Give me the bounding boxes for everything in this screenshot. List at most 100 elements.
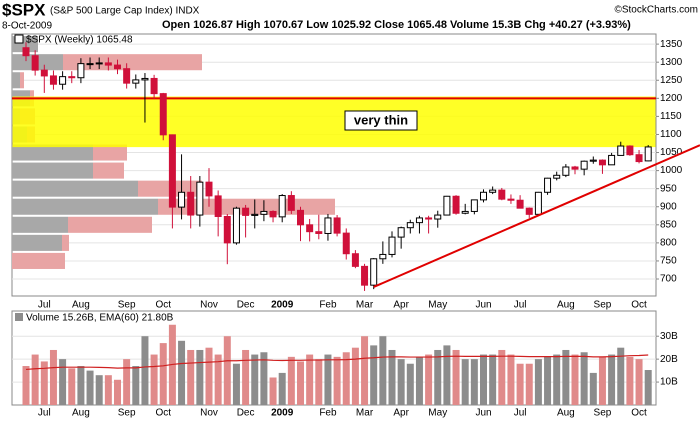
- x-tick-label: Jun: [475, 300, 491, 311]
- volume-bar: [86, 370, 94, 405]
- volume-bar: [525, 363, 533, 405]
- candle-body: [196, 181, 204, 216]
- y-tick-label: 700: [660, 274, 677, 285]
- trendline: [373, 144, 700, 288]
- candle-body: [150, 77, 158, 95]
- x-tick-label: May: [428, 408, 447, 419]
- candle-body: [232, 207, 240, 244]
- x-tick-label: Mar: [356, 300, 374, 311]
- candle-body: [626, 145, 634, 156]
- y-tick-label: 950: [660, 183, 677, 194]
- volume-by-price-down: [93, 144, 127, 161]
- candle-body: [141, 77, 149, 81]
- volume-bar: [553, 354, 561, 405]
- volume-bar: [77, 366, 85, 405]
- volume-by-price-down: [63, 54, 202, 71]
- y-tick-label: 1200: [660, 93, 683, 104]
- volume-bar: [297, 361, 304, 405]
- x-tick-label: 2009: [271, 408, 294, 419]
- candle-body: [480, 191, 487, 201]
- volume-bar: [223, 336, 231, 405]
- volume-bar: [150, 354, 158, 405]
- y-tick-label: 800: [660, 238, 677, 249]
- volume-bar: [59, 359, 67, 405]
- candle-body: [562, 166, 570, 176]
- candle-body: [507, 198, 515, 201]
- volume-bar: [397, 359, 405, 405]
- x-tick-label: Jun: [475, 408, 491, 419]
- x-tick-label: Apr: [393, 408, 409, 419]
- candle-body: [397, 227, 405, 238]
- volume-by-price-down: [20, 72, 24, 89]
- volume-bar: [580, 352, 588, 405]
- volume-bar: [434, 349, 442, 405]
- candle-body: [361, 265, 369, 286]
- candle-body: [214, 195, 222, 217]
- volume-bar: [159, 343, 167, 405]
- candle-body: [544, 177, 552, 193]
- volume-bar: [415, 356, 423, 405]
- candle-body: [516, 199, 524, 209]
- y-tick-label: 20B: [660, 354, 678, 365]
- candle-body: [608, 154, 616, 166]
- candle-body: [59, 76, 67, 85]
- volume-bar: [644, 370, 652, 405]
- volume-bar: [260, 352, 268, 405]
- volume-by-price-up: [12, 144, 93, 161]
- y-tick-label: 1250: [660, 75, 683, 86]
- candle-body: [297, 209, 304, 226]
- volume-bar: [507, 354, 515, 405]
- y-tick-label: 30B: [660, 331, 678, 342]
- volume-bar: [452, 349, 460, 405]
- volume-by-price-down: [93, 162, 124, 179]
- candle-body: [324, 217, 332, 234]
- candle-body: [461, 210, 469, 214]
- x-tick-label: Feb: [319, 408, 337, 419]
- candle-body: [635, 154, 643, 163]
- y-tick-label: 900: [660, 201, 677, 212]
- candle-body: [498, 189, 506, 200]
- x-tick-label: Aug: [557, 300, 575, 311]
- x-tick-label: Sep: [594, 300, 612, 311]
- volume-bar: [480, 354, 487, 405]
- x-tick-label: Dec: [237, 408, 255, 419]
- volume-bar: [617, 347, 625, 405]
- candle-body: [315, 231, 323, 234]
- x-tick-label: Aug: [72, 300, 90, 311]
- y-tick-label: 1350: [660, 39, 683, 50]
- candle-body: [31, 55, 39, 71]
- volume-bar: [626, 356, 634, 405]
- volume-bar: [205, 347, 213, 405]
- volume-bar: [351, 347, 359, 405]
- candle-body: [425, 217, 433, 220]
- candle-body: [269, 210, 277, 218]
- volume-by-price-up: [12, 72, 20, 89]
- volume-bar: [361, 336, 369, 405]
- candle-body: [223, 215, 231, 244]
- volume-bar: [370, 345, 378, 405]
- candle-body: [534, 191, 542, 215]
- volume-bar: [379, 336, 387, 405]
- volume-bar: [534, 359, 542, 405]
- candle-body: [406, 222, 414, 229]
- candle-body: [159, 93, 167, 136]
- y-tick-label: 1150: [660, 111, 682, 122]
- y-tick-label: 10B: [660, 377, 678, 388]
- volume-bar: [544, 356, 552, 405]
- x-tick-label: 2009: [271, 300, 294, 311]
- copyright: ©StockCharts.com: [614, 5, 698, 16]
- volume-bar: [406, 363, 414, 405]
- candle-body: [470, 199, 478, 212]
- y-tick-label: 1050: [660, 147, 683, 158]
- candle-body: [598, 159, 606, 166]
- volume-by-price-up: [12, 180, 138, 197]
- candle-body: [123, 68, 131, 84]
- candle-body: [525, 207, 533, 215]
- legend-icon: [14, 34, 24, 44]
- volume-by-price-up: [12, 198, 158, 215]
- candle-body: [49, 75, 57, 85]
- candle-body: [580, 160, 588, 170]
- volume-bar: [123, 359, 131, 405]
